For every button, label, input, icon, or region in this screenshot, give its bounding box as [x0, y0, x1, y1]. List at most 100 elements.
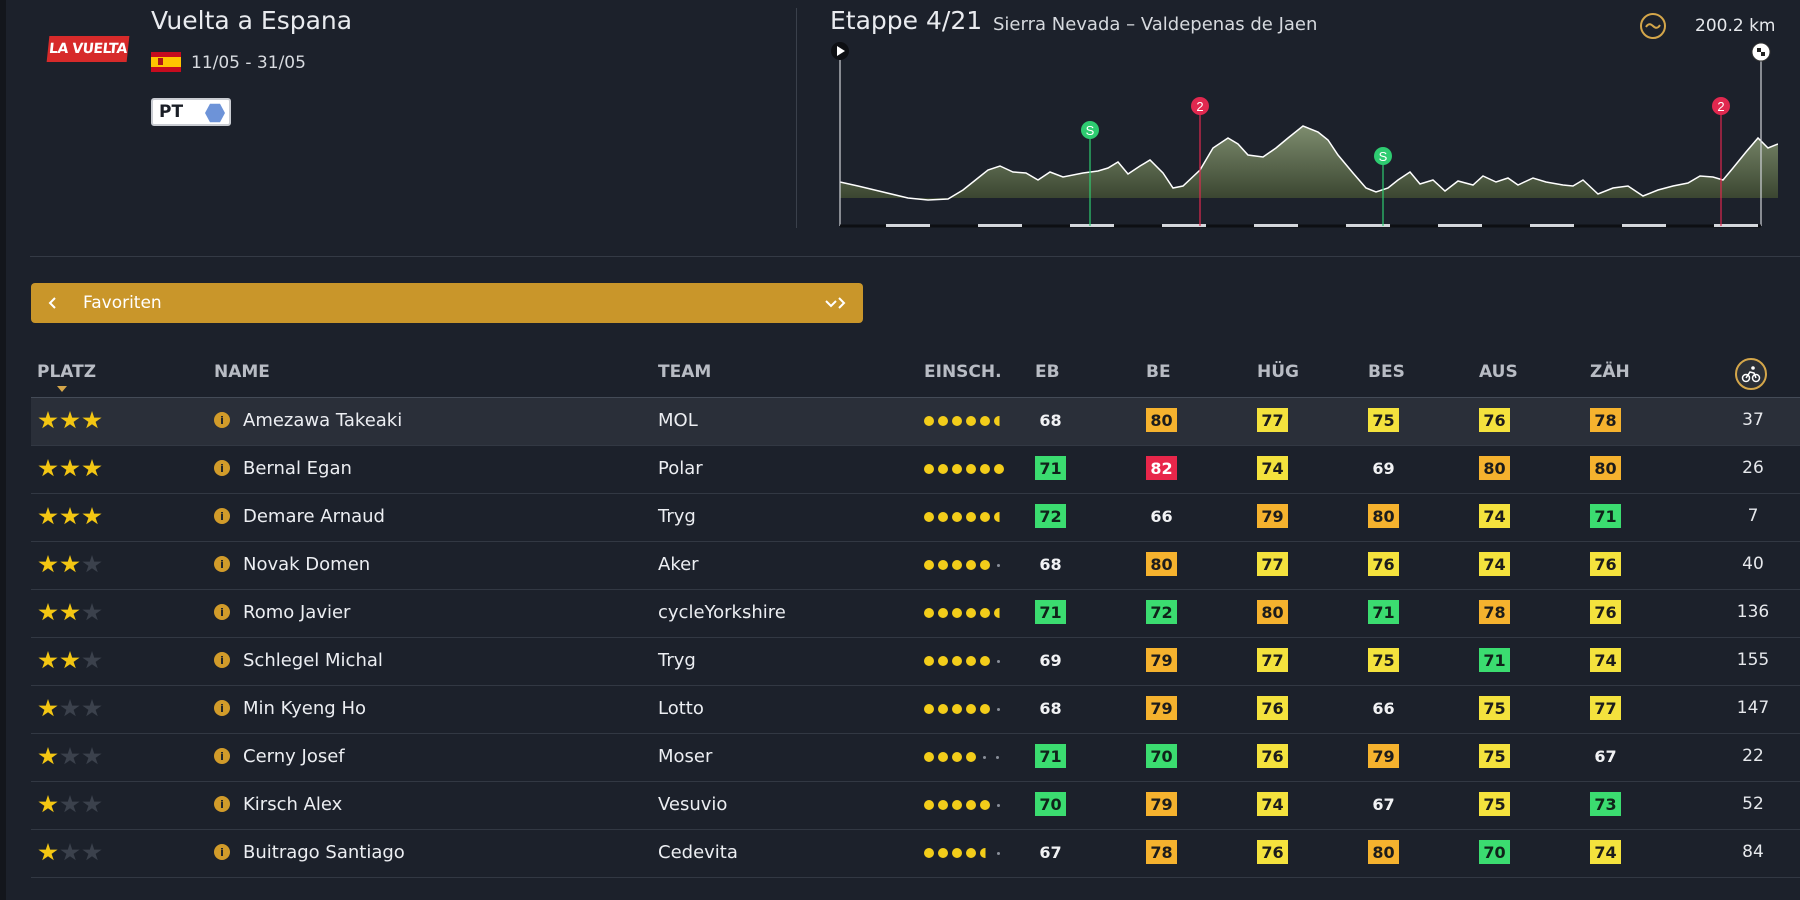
form-dot — [924, 704, 934, 714]
rider-name[interactable]: Novak Domen — [243, 554, 371, 575]
table-row[interactable]: i Buitrago Santiago Cedevita 67 78 76 80 70 74 84 — [31, 830, 1800, 878]
stat-bes: 76 — [1368, 552, 1399, 576]
star-icon — [82, 603, 102, 621]
column-zah[interactable]: ZÄH — [1590, 362, 1630, 382]
stat-zah: 76 — [1590, 600, 1621, 624]
star-icon — [60, 411, 80, 429]
form-dot — [980, 416, 990, 426]
svg-text:S: S — [1379, 149, 1388, 164]
stat-bes: 80 — [1368, 504, 1399, 528]
info-icon[interactable]: i — [214, 604, 230, 620]
profile-type-icon[interactable] — [1640, 13, 1666, 39]
form-dot — [938, 752, 948, 762]
column-einsch[interactable]: EINSCH. — [924, 362, 1002, 382]
rating-stars — [38, 699, 102, 718]
rider-name[interactable]: Cerny Josef — [243, 746, 345, 767]
rider-name[interactable]: Schlegel Michal — [243, 650, 383, 671]
star-icon — [38, 747, 58, 765]
star-icon — [38, 507, 58, 525]
form-rating-dots — [924, 752, 1002, 762]
rider-table: i Amezawa Takeaki MOL 68 80 77 75 76 78 37 i Bernal… — [31, 398, 1800, 878]
form-dot — [966, 512, 976, 522]
rider-name[interactable]: Demare Arnaud — [243, 506, 385, 527]
stat-eb: 68 — [1039, 698, 1062, 718]
start-icon — [831, 42, 849, 60]
stat-eb: 72 — [1035, 504, 1066, 528]
race-tier-label: PT — [159, 102, 184, 122]
table-row[interactable]: i Bernal Egan Polar 71 82 74 69 80 80 26 — [31, 446, 1800, 494]
star-icon — [60, 555, 80, 573]
info-icon[interactable]: i — [214, 700, 230, 716]
star-icon — [60, 843, 80, 861]
stat-aus: 75 — [1479, 792, 1510, 816]
rider-name[interactable]: Buitrago Santiago — [243, 842, 405, 863]
info-icon[interactable]: i — [214, 796, 230, 812]
table-row[interactable]: i Demare Arnaud Tryg 72 66 79 80 74 71 7 — [31, 494, 1800, 542]
stat-eb: 70 — [1035, 792, 1066, 816]
column-be[interactable]: BE — [1146, 362, 1171, 382]
column-aus[interactable]: AUS — [1479, 362, 1518, 382]
table-row[interactable]: i Schlegel Michal Tryg 69 79 77 75 71 74 155 — [31, 638, 1800, 686]
info-icon[interactable]: i — [214, 508, 230, 524]
star-icon — [38, 411, 58, 429]
elevation-area — [840, 126, 1778, 200]
table-row[interactable]: i Amezawa Takeaki MOL 68 80 77 75 76 78 37 — [31, 398, 1800, 446]
form-dot — [924, 656, 934, 666]
rating-stars — [38, 603, 102, 622]
cyclist-points-icon[interactable] — [1735, 358, 1767, 390]
info-icon[interactable]: i — [214, 748, 230, 764]
stat-be: 72 — [1146, 600, 1177, 624]
stat-eb: 71 — [1035, 600, 1066, 624]
star-icon — [82, 411, 102, 429]
form-dot — [938, 512, 948, 522]
info-icon[interactable]: i — [214, 412, 230, 428]
stat-zah: 80 — [1590, 456, 1621, 480]
stat-aus: 74 — [1479, 504, 1510, 528]
table-row[interactable]: i Cerny Josef Moser 71 70 76 79 75 67 22 — [31, 734, 1800, 782]
info-icon[interactable]: i — [214, 556, 230, 572]
rider-points: 7 — [1747, 506, 1759, 526]
filter-dropdown-bar[interactable]: Favoriten — [31, 283, 863, 323]
form-dot — [938, 560, 948, 570]
column-platz[interactable]: PLATZ — [37, 362, 97, 382]
stage-profile-chart: S 2 S 2 — [831, 42, 1778, 228]
table-row[interactable]: i Min Kyeng Ho Lotto 68 79 76 66 75 77 147 — [31, 686, 1800, 734]
chevron-right-icon[interactable] — [831, 293, 851, 313]
column-team[interactable]: TEAM — [658, 362, 712, 382]
column-eb[interactable]: EB — [1035, 362, 1060, 382]
stat-zah: 76 — [1590, 552, 1621, 576]
table-row[interactable]: i Kirsch Alex Vesuvio 70 79 74 67 75 73 52 — [31, 782, 1800, 830]
rider-team: Tryg — [658, 506, 696, 527]
chevron-left-icon[interactable] — [43, 293, 63, 313]
info-icon[interactable]: i — [214, 652, 230, 668]
table-row[interactable]: i Novak Domen Aker 68 80 77 76 74 76 40 — [31, 542, 1800, 590]
rider-name[interactable]: Romo Javier — [243, 602, 351, 623]
column-hug[interactable]: HÜG — [1257, 362, 1299, 382]
form-dot — [966, 608, 976, 618]
star-icon — [38, 555, 58, 573]
form-dot — [952, 416, 962, 426]
form-dot — [952, 608, 962, 618]
rider-name[interactable]: Min Kyeng Ho — [243, 698, 366, 719]
elevation-line — [839, 125, 1778, 201]
form-dot — [952, 560, 962, 570]
form-dot — [997, 851, 1000, 855]
column-name[interactable]: NAME — [214, 362, 270, 382]
stat-aus: 80 — [1479, 456, 1510, 480]
rider-name[interactable]: Bernal Egan — [243, 458, 352, 479]
info-icon[interactable]: i — [214, 460, 230, 476]
rider-name[interactable]: Kirsch Alex — [243, 794, 343, 815]
stat-bes: 71 — [1368, 600, 1399, 624]
column-bes[interactable]: BES — [1368, 362, 1405, 382]
rating-stars — [38, 507, 102, 526]
form-dot — [994, 464, 1004, 474]
rider-points: 40 — [1742, 554, 1764, 574]
form-dot — [980, 560, 990, 570]
table-row[interactable]: i Romo Javier cycleYorkshire 71 72 80 71 78 76 13… — [31, 590, 1800, 638]
info-icon[interactable]: i — [214, 844, 230, 860]
race-title: Vuelta a Espana — [151, 6, 353, 35]
rider-name[interactable]: Amezawa Takeaki — [243, 410, 403, 431]
filter-label[interactable]: Favoriten — [83, 293, 162, 313]
form-rating-dots — [924, 656, 1003, 666]
chevron-down-icon[interactable] — [821, 293, 841, 313]
